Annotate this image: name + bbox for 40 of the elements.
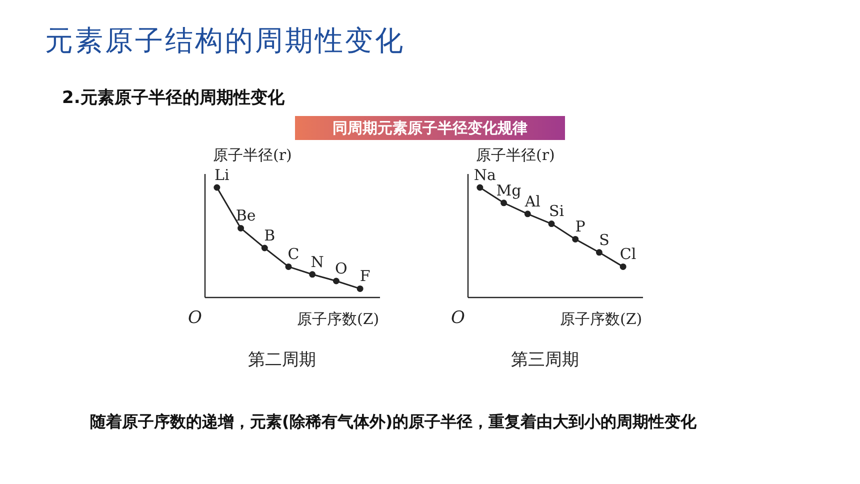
text: 同周期元素原子半径变化规律 <box>295 116 565 140</box>
point <box>332 278 340 284</box>
text: 第三周期 <box>511 349 579 371</box>
x-tick-label: C <box>288 245 300 264</box>
point <box>238 224 244 232</box>
point <box>309 271 316 278</box>
text: 随着原子序数的递增，元素(除稀有气体外)的原子半径，重复着由大到小的周期性变化 <box>90 411 698 433</box>
x-tick-label: P <box>575 218 586 236</box>
point <box>524 210 531 218</box>
x-tick-label: S <box>599 230 610 249</box>
text: 2.元素原子半径的周期性变化 <box>62 87 284 109</box>
x-tick-label: Al <box>524 192 541 210</box>
text: 元素原子结构的周期性变化 <box>45 23 405 59</box>
x-tick-label: Be <box>236 206 256 225</box>
point <box>620 263 626 270</box>
x-tick-label: F <box>360 267 370 286</box>
x-tick-label: Si <box>548 202 564 220</box>
point <box>572 236 579 242</box>
x-tick-label: Li <box>214 166 230 184</box>
point <box>214 184 220 191</box>
text: O <box>188 308 202 328</box>
point <box>548 220 555 228</box>
x-tick-label: Cl <box>620 245 636 264</box>
text: 第二周期 <box>248 349 316 371</box>
x-tick-label: Mg <box>496 181 522 200</box>
point <box>596 249 602 256</box>
point <box>500 200 508 206</box>
point <box>261 244 268 252</box>
point <box>285 263 292 270</box>
y-axis-title: 原子半径(r) <box>476 146 555 165</box>
point <box>476 184 484 191</box>
y-axis-title: 原子半径(r) <box>213 146 292 165</box>
x-axis-title: 原子序数(Z) <box>560 310 642 329</box>
x-tick-label: B <box>264 226 276 244</box>
text: O <box>451 308 465 328</box>
x-tick-label: O <box>335 259 348 278</box>
point <box>356 285 364 292</box>
x-tick-label: Na <box>474 166 496 184</box>
x-axis-title: 原子序数(Z) <box>297 310 380 329</box>
x-tick-label: N <box>310 252 324 271</box>
